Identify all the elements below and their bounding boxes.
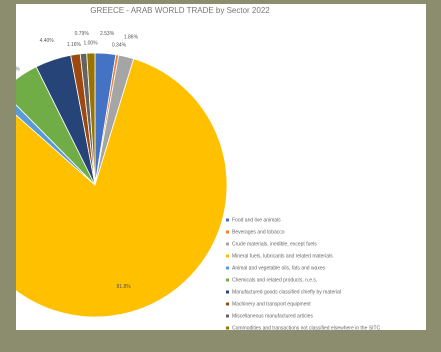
legend-label: Animal and vegetable oils, fats and waxe… (232, 265, 326, 271)
legend-label: Commodities and transactions not classif… (232, 325, 381, 331)
legend-swatch (226, 218, 229, 222)
legend-label: Food and live animals (232, 217, 281, 223)
legend-label: Machinery and transport equipment (232, 301, 311, 307)
pie-slice (86, 52, 96, 186)
data-label: 1.86% (124, 35, 139, 41)
legend-label: Miscellaneous manufactured articles (232, 313, 313, 319)
data-label: 2.53% (100, 31, 115, 37)
legend-swatch (226, 254, 229, 258)
legend-label: Mineral fuels, lubricants and related ma… (232, 253, 333, 259)
legend-label: Chemicals and related products, n.e.s. (232, 277, 317, 283)
data-label: 0.34% (112, 42, 127, 48)
legend-label: Crude materials, inedible, except fuels (232, 241, 317, 247)
legend-swatch (226, 278, 229, 282)
chart-title: GREECE - ARAB WORLD TRADE by Sector 2022 (90, 6, 270, 15)
legend-label: Manufactured goods classified chiefly by… (232, 289, 341, 295)
legend-swatch (226, 290, 229, 294)
pie: 2.53%0.34%1.86%81.8%1.09%5.03%4.40%1.16%… (5, 31, 228, 318)
data-label: 0.79% (75, 31, 90, 37)
pie-slice (16, 58, 228, 318)
legend-swatch (226, 302, 229, 306)
data-label: 5.03% (5, 67, 20, 73)
legend-swatch (226, 326, 229, 330)
data-label: 4.40% (40, 38, 55, 44)
data-label: 1.16% (67, 42, 82, 48)
data-label: 81.8% (117, 284, 132, 290)
legend-swatch (226, 314, 229, 318)
legend-swatch (226, 266, 229, 270)
legend-label: Beverages and tobacco (232, 229, 285, 235)
data-label: 1.00% (83, 40, 98, 46)
legend-swatch (226, 230, 229, 234)
legend-swatch (226, 242, 229, 246)
